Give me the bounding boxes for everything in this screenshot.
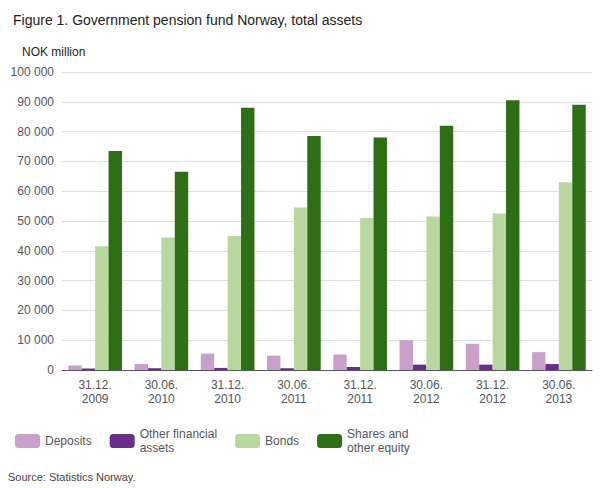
svg-text:Shares and: Shares and (347, 427, 408, 441)
svg-text:2013: 2013 (546, 392, 573, 406)
svg-text:60 000: 60 000 (17, 184, 54, 198)
svg-text:Source: Statistics Norway.: Source: Statistics Norway. (8, 471, 136, 483)
svg-text:30.06.: 30.06. (542, 378, 575, 392)
svg-text:0: 0 (47, 363, 54, 377)
svg-text:31.12.: 31.12. (78, 378, 111, 392)
svg-text:90 000: 90 000 (17, 95, 54, 109)
svg-text:20 000: 20 000 (17, 303, 54, 317)
svg-text:2012: 2012 (479, 392, 506, 406)
svg-text:70 000: 70 000 (17, 154, 54, 168)
svg-text:10 000: 10 000 (17, 333, 54, 347)
svg-text:100 000: 100 000 (11, 65, 55, 79)
svg-text:30.06.: 30.06. (277, 378, 310, 392)
svg-text:31.12.: 31.12. (476, 378, 509, 392)
svg-text:30.06.: 30.06. (145, 378, 178, 392)
svg-text:30.06.: 30.06. (410, 378, 443, 392)
svg-text:assets: assets (140, 441, 175, 455)
svg-text:30 000: 30 000 (17, 274, 54, 288)
svg-text:Other financial: Other financial (140, 427, 217, 441)
svg-text:31.12.: 31.12. (343, 378, 376, 392)
svg-text:2010: 2010 (214, 392, 241, 406)
svg-text:NOK million: NOK million (22, 45, 85, 59)
svg-text:50 000: 50 000 (17, 214, 54, 228)
svg-text:31.12.: 31.12. (211, 378, 244, 392)
svg-text:2009: 2009 (82, 392, 109, 406)
svg-text:2011: 2011 (281, 392, 307, 406)
svg-text:40 000: 40 000 (17, 244, 54, 258)
svg-text:2012: 2012 (413, 392, 440, 406)
svg-text:2011: 2011 (347, 392, 373, 406)
svg-text:Figure 1. Government pension f: Figure 1. Government pension fund Norway… (13, 12, 362, 28)
svg-text:80 000: 80 000 (17, 125, 54, 139)
svg-text:2010: 2010 (148, 392, 175, 406)
svg-text:other equity: other equity (347, 441, 410, 455)
svg-text:Bonds: Bonds (265, 434, 299, 448)
svg-text:Deposits: Deposits (45, 434, 92, 448)
